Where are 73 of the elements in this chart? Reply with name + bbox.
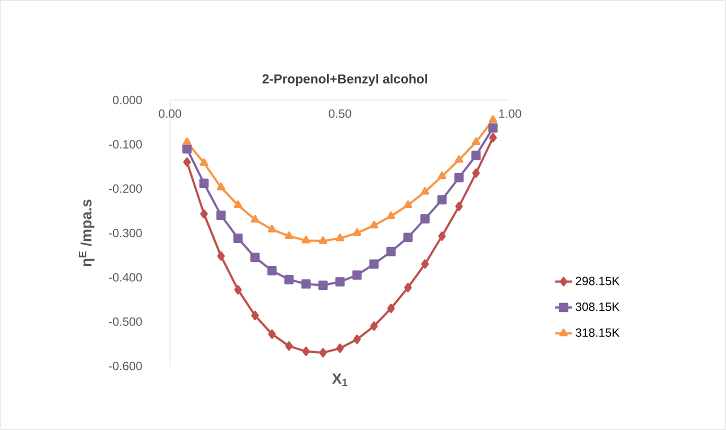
point xyxy=(335,277,345,286)
y-tick-label: 0.000 xyxy=(112,96,142,104)
point xyxy=(369,259,379,269)
point xyxy=(200,209,208,219)
point xyxy=(471,150,481,160)
point xyxy=(302,236,310,244)
y-tick-label: -0.200 xyxy=(108,184,142,193)
point xyxy=(352,228,362,236)
point xyxy=(336,234,344,242)
y-axis-title: η$^{E}$ /mpa.s xyxy=(78,200,94,266)
point xyxy=(472,168,480,178)
point xyxy=(233,234,243,243)
legend-label: 308.15K xyxy=(576,302,620,312)
point xyxy=(455,202,463,212)
point xyxy=(370,220,378,228)
point xyxy=(318,236,328,244)
point xyxy=(250,252,260,262)
point xyxy=(336,344,344,353)
x-tick-label: 0.50 xyxy=(328,109,352,118)
point xyxy=(404,200,412,208)
point xyxy=(420,214,430,224)
point xyxy=(182,144,192,154)
point xyxy=(318,280,328,290)
point xyxy=(438,172,446,180)
point xyxy=(403,232,413,242)
point xyxy=(370,321,378,331)
point xyxy=(267,266,277,276)
point xyxy=(284,231,294,239)
y-tick-label: -0.500 xyxy=(108,317,142,326)
point xyxy=(302,346,310,356)
point xyxy=(268,224,276,232)
point xyxy=(386,211,396,220)
point xyxy=(234,285,242,294)
point xyxy=(488,123,498,133)
point xyxy=(421,259,429,269)
point xyxy=(250,215,260,223)
point xyxy=(268,329,276,339)
x-tick-label: 0.00 xyxy=(158,109,182,118)
point xyxy=(489,133,497,142)
point xyxy=(301,279,311,289)
y-tick-label: -0.100 xyxy=(108,140,142,149)
point xyxy=(353,334,361,344)
point xyxy=(217,251,225,261)
x-axis-title: X$_{1}$ xyxy=(332,374,348,386)
point xyxy=(251,310,259,320)
point xyxy=(454,172,464,182)
point xyxy=(285,341,293,351)
point xyxy=(182,137,192,145)
y-tick-label: -0.400 xyxy=(108,273,142,282)
point xyxy=(352,270,362,280)
point xyxy=(200,158,208,166)
point xyxy=(234,200,242,208)
point xyxy=(183,157,191,167)
point xyxy=(472,137,480,145)
point xyxy=(420,187,430,195)
y-tick-label: -0.600 xyxy=(108,362,142,370)
point xyxy=(387,304,395,314)
point xyxy=(284,274,294,284)
point xyxy=(216,182,226,190)
point xyxy=(386,246,396,256)
point xyxy=(404,282,412,292)
x-tick-label: 1.00 xyxy=(499,109,522,118)
chart-title: 2-Propenol+Benzyl alcohol xyxy=(262,74,428,86)
point xyxy=(199,178,209,188)
point xyxy=(488,115,498,123)
y-tick-label: -0.300 xyxy=(108,228,142,238)
legend-label: 298.15K xyxy=(576,276,620,286)
point xyxy=(216,210,226,220)
point xyxy=(437,195,447,204)
point xyxy=(454,155,464,163)
point xyxy=(438,231,446,241)
legend-label: 318.15K xyxy=(576,328,620,337)
point xyxy=(319,348,327,358)
